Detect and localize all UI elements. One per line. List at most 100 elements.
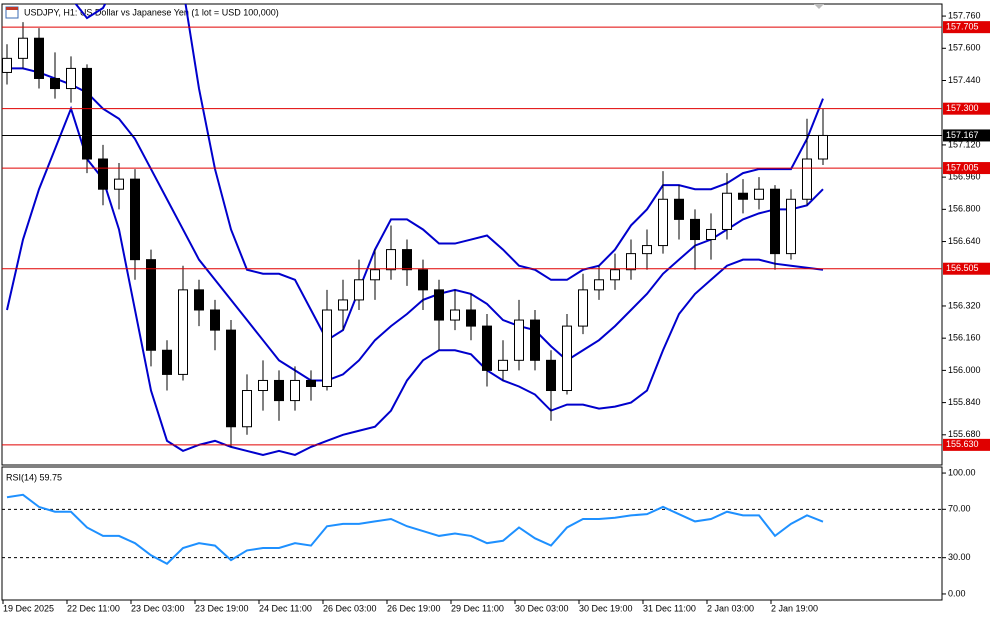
main-panel — [1, 3, 943, 466]
price-level-label: 156.505 — [946, 263, 979, 273]
candle-body — [178, 289, 188, 375]
y-tick-label: 157.600 — [948, 43, 981, 53]
candle-body — [162, 349, 172, 375]
price-level-box — [943, 129, 990, 142]
candle-body — [66, 67, 76, 90]
rsi-plot — [2, 493, 942, 565]
candle-body — [514, 319, 524, 361]
candle-body — [658, 198, 668, 247]
candle-body — [210, 309, 220, 331]
candle-body — [258, 379, 268, 392]
main-plot — [2, 4, 942, 456]
y-tick-label: 156.000 — [948, 365, 981, 375]
candle-body — [786, 198, 796, 255]
price-level-box — [943, 262, 990, 275]
price-level-box — [943, 102, 990, 115]
price-level-label: 157.300 — [946, 103, 979, 113]
candle-body — [98, 158, 108, 190]
y-tick-label: 156.960 — [948, 172, 981, 182]
candle-body — [50, 77, 60, 90]
y-tick-label: 70.00 — [948, 504, 971, 514]
price-level-label: 157.005 — [946, 162, 979, 172]
candle-body — [770, 188, 780, 255]
candle-body — [226, 329, 236, 428]
x-tick-label: 2 Jan 03:00 — [707, 603, 754, 613]
candle-body — [690, 218, 700, 241]
candle-body — [626, 253, 636, 271]
y-tick-label: 155.840 — [948, 397, 981, 407]
candle-body — [738, 192, 748, 200]
x-tick-label: 24 Dec 11:00 — [259, 603, 312, 613]
candle-body — [146, 259, 156, 351]
candle-body — [754, 188, 764, 200]
candle-body — [402, 249, 412, 271]
candle-body — [642, 245, 652, 255]
candle-body — [130, 178, 140, 261]
candle-body — [546, 359, 556, 392]
candle-body — [722, 192, 732, 230]
candle-body — [370, 269, 380, 281]
window-icon-bar — [6, 7, 18, 10]
price-level-box — [943, 162, 990, 175]
x-tick-label: 26 Dec 03:00 — [323, 603, 377, 613]
candle-body — [242, 390, 252, 428]
y-tick-label: 156.160 — [948, 333, 981, 343]
price-level-label: 155.630 — [946, 439, 979, 449]
axes: 157.760 157.600 157.440 157.120 156.960 156.8… — [2, 10, 990, 613]
y-tick-label: 30.00 — [948, 552, 971, 562]
rsi-panel — [1, 466, 943, 601]
candle-body — [322, 309, 332, 387]
candle-body — [578, 289, 588, 327]
x-tick-label: 30 Dec 19:00 — [579, 603, 633, 613]
price-level-label: 157.705 — [946, 22, 979, 32]
candle-body — [418, 269, 428, 291]
bollinger-upper — [74, 4, 824, 342]
y-tick-label: 0.00 — [948, 588, 966, 598]
x-tick-label: 29 Dec 11:00 — [451, 603, 504, 613]
candle-body — [194, 289, 204, 311]
price-level-box — [943, 438, 990, 451]
candle-body — [290, 379, 300, 402]
y-tick-label: 156.640 — [948, 236, 981, 246]
y-tick-label: 157.120 — [948, 139, 981, 149]
shift-marker — [814, 4, 824, 9]
price-level-box — [943, 21, 990, 34]
candle-body — [114, 178, 124, 190]
x-tick-label: 30 Dec 03:00 — [515, 603, 569, 613]
candle-body — [706, 228, 716, 241]
price-level-label: 157.167 — [946, 130, 979, 140]
x-tick-label: 2 Jan 19:00 — [771, 603, 818, 613]
candle-body — [562, 325, 572, 392]
candle-body — [338, 299, 348, 311]
candle-body — [818, 134, 828, 160]
candle-body — [530, 319, 540, 361]
candle-body — [674, 198, 684, 220]
y-tick-label: 157.440 — [948, 75, 981, 85]
candle-body — [34, 37, 44, 79]
candle-body — [466, 309, 476, 327]
candle-body — [82, 67, 92, 160]
candle-body — [2, 57, 12, 73]
candle-body — [498, 359, 508, 371]
candle-body — [354, 279, 364, 301]
y-tick-label: 155.680 — [948, 429, 981, 439]
rsi-line — [6, 493, 824, 565]
y-tick-label: 157.760 — [948, 10, 981, 20]
candle-body — [802, 158, 812, 200]
x-tick-label: 22 Dec 11:00 — [67, 603, 120, 613]
chart-title: USDJPY, H1: US Dollar vs Japanese Yen (1… — [24, 7, 279, 17]
x-tick-label: 26 Dec 19:00 — [387, 603, 441, 613]
candle-body — [18, 37, 28, 59]
x-tick-label: 19 Dec 2025 — [3, 603, 54, 613]
candle-body — [386, 249, 396, 271]
y-tick-label: 156.800 — [948, 204, 981, 214]
candle-body — [306, 379, 316, 387]
x-tick-label: 23 Dec 19:00 — [195, 603, 249, 613]
candle-body — [610, 269, 620, 281]
x-tick-label: 31 Dec 11:00 — [643, 603, 696, 613]
bollinger-middle — [7, 67, 824, 382]
rsi-title: RSI(14) 59.75 — [6, 472, 62, 482]
candle-body — [482, 325, 492, 371]
